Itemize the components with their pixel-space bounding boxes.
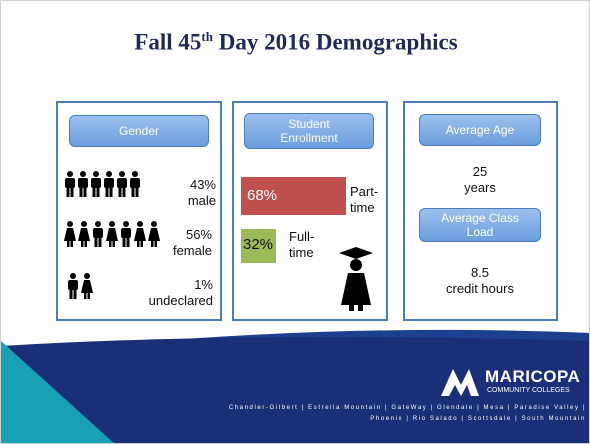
load: 8.5 credit hours (419, 265, 541, 297)
header: Average Age (419, 114, 541, 146)
panel (232, 101, 388, 321)
graduate-icon (339, 247, 373, 311)
female-icons (64, 221, 160, 247)
label: Part-time (350, 184, 379, 215)
value: 25 (472, 164, 488, 179)
pct: 56% (185, 227, 212, 242)
title: Fall 45th Day 2016 Demographics (1, 29, 589, 56)
male-icons (65, 171, 140, 197)
panel (56, 101, 222, 321)
header: Student Enrollment (244, 113, 374, 149)
undeclared-icons (68, 273, 93, 299)
unit: credit hours (446, 281, 514, 296)
header: Average Class Load (419, 208, 541, 242)
pct: 68% (247, 187, 278, 204)
title-text: Day 2016 Demographics (212, 29, 458, 55)
value: 8.5 (470, 265, 490, 280)
label: undeclared (148, 293, 213, 308)
footer-accent (1, 341, 114, 443)
age: 25 years (419, 164, 541, 196)
label: female (172, 243, 212, 258)
campuses: Chandler-Gilbert | Estrella Mountain | G… (228, 405, 586, 411)
pct: 1% (194, 277, 213, 292)
gender-item: 56% female (156, 227, 212, 259)
logo: MARICOPA (485, 367, 581, 386)
pct: 32% (243, 236, 274, 253)
gender-item: 43% male (166, 177, 216, 209)
part-time-bar (241, 177, 346, 215)
footer-band (1, 337, 589, 443)
label: Full-time (289, 229, 315, 260)
unit: years (464, 180, 496, 195)
header: Gender (69, 115, 209, 147)
panel (403, 101, 558, 321)
title-text: Fall 45 (134, 29, 202, 55)
title-sup: th (201, 29, 213, 44)
full-time-bar (241, 229, 276, 263)
label: male (187, 193, 216, 208)
logo-sub: COMMUNITY COLLEGES (487, 387, 570, 394)
pct: 43% (189, 177, 216, 192)
campuses: Phoenix | Rio Salado | Scottsdale | Sout… (370, 416, 586, 422)
gender-item: 1% undeclared (131, 277, 213, 309)
logo-mark (441, 369, 479, 396)
